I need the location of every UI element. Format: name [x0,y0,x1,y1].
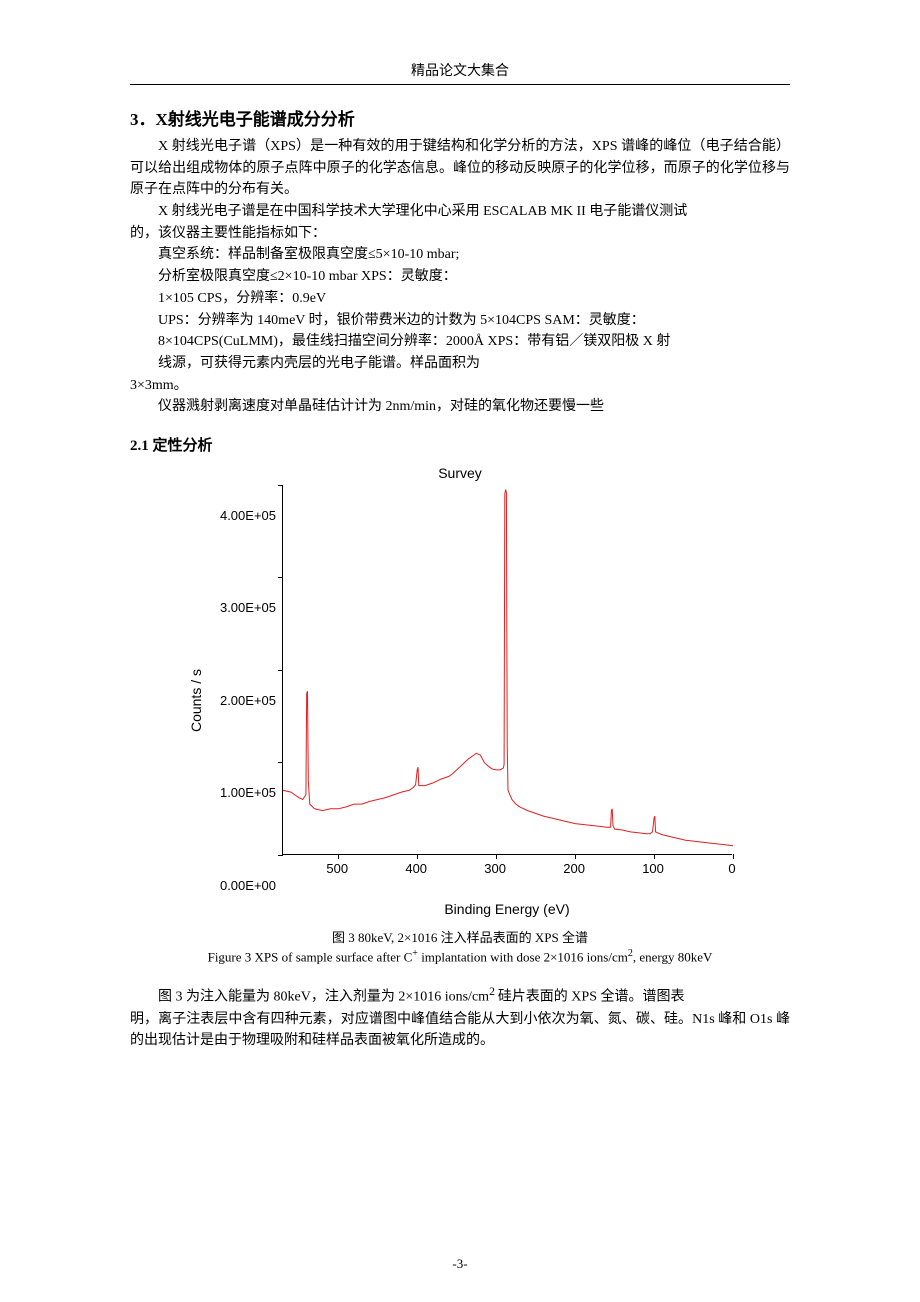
figure-caption-en: Figure 3 XPS of sample surface after C+ … [130,948,790,965]
para-instrument-b: 的，该仪器主要性能指标如下： [130,223,790,245]
para-instrument-a: X 射线光电子谱是在中国科学技术大学理化中心采用 ESCALAB MK II 电… [130,201,790,223]
header-title: 精品论文大集合 [411,64,509,79]
figure-caption-cn: 图 3 80keV, 2×1016 注入样品表面的 XPS 全谱 [130,927,790,946]
chart-y-ticks: 4.00E+053.00E+052.00E+051.00E+050.00E+00 [208,516,282,886]
chart-svg [283,485,733,855]
x-tick-label: 300 [484,861,506,876]
section-2-1-heading: 2.1 定性分析 [130,434,790,455]
spec-line-1: 真空系统：样品制备室极限真空度≤5×10-10 mbar; [130,244,790,266]
spec-line-6: 线源，可获得元素内壳层的光电子能谱。样品面积为 [130,353,790,375]
x-tick-label: 500 [326,861,348,876]
spec-line-7: 3×3mm。 [130,375,790,397]
chart-plot-area [282,485,732,855]
page-header: 精品论文大集合 [130,60,790,85]
x-tick-label: 0 [728,861,735,876]
para-sputter: 仪器溅射剥离速度对单晶硅估计计为 2nm/min，对硅的氧化物还要慢一些 [130,396,790,418]
chart-y-label: Counts / s [188,669,204,732]
spectrum-line [283,490,733,846]
chart-x-label: Binding Energy (eV) [282,901,732,917]
chart-title: Survey [130,465,790,481]
xps-survey-chart: Survey Counts / s 4.00E+05 3.00E+05 2.00E+… [130,465,790,917]
section-3-body: X 射线光电子谱（XPS）是一种有效的用于键结构和化学分析的方法，XPS 谱峰的… [130,136,790,418]
x-tick-label: 200 [563,861,585,876]
section-3-heading: 3．X射线光电子能谱成分分析 [130,105,790,130]
chart-x-ticks: 500 400 300 200 100 0 [282,861,732,877]
para-intro: X 射线光电子谱（XPS）是一种有效的用于键结构和化学分析的方法，XPS 谱峰的… [130,136,790,201]
x-tick-label: 400 [405,861,427,876]
y-tick-label: 0.00E+00 [220,879,276,892]
para-after-figure: 图 3 为注入能量为 80keV，注入剂量为 2×1016 ions/cm2 硅… [130,983,790,1052]
para-after-1: 图 3 为注入能量为 80keV，注入剂量为 2×1016 ions/cm2 硅… [130,983,790,1008]
spec-line-5: 8×104CPS(CuLMM)，最佳线扫描空间分辨率：2000Å XPS：带有铝… [130,331,790,353]
y-tick-label: 1.00E+05 [220,786,276,799]
para-after-2: 明，离子注表层中含有四种元素，对应谱图中峰值结合能从大到小依次为氧、氮、碳、硅。… [130,1009,790,1052]
page-number: -3- [0,1256,920,1272]
y-tick-label: 4.00E+05 [220,509,276,522]
spec-line-3: 1×105 CPS，分辨率：0.9eV [130,288,790,310]
y-tick-label: 2.00E+05 [220,694,276,707]
y-tick-label: 3.00E+05 [220,601,276,614]
spec-line-2: 分析室极限真空度≤2×10-10 mbar XPS：灵敏度： [130,266,790,288]
spec-line-4: UPS：分辨率为 140meV 时，银价带费米边的计数为 5×104CPS SA… [130,310,790,332]
x-tick-label: 100 [642,861,664,876]
